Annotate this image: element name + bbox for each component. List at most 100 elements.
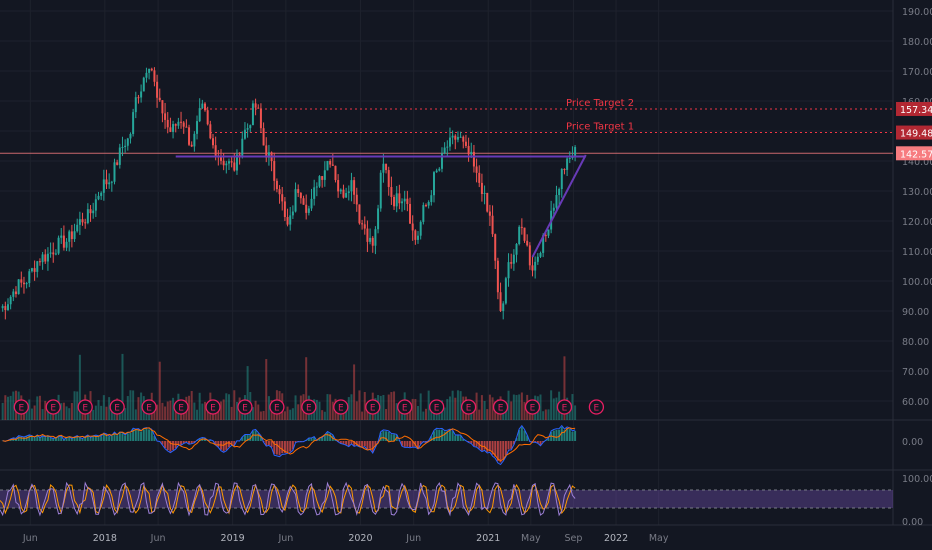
volume-bar xyxy=(65,406,68,420)
candle-body xyxy=(411,223,414,231)
candle-body xyxy=(110,181,113,183)
candle-body xyxy=(188,127,191,145)
candle-body xyxy=(297,189,300,193)
earnings-marker-label: E xyxy=(18,404,24,414)
macd-histogram-bar xyxy=(369,441,372,449)
candle-body xyxy=(574,147,577,156)
volume-bar xyxy=(235,401,238,420)
volume-bar xyxy=(518,394,521,420)
candle-body xyxy=(145,72,148,78)
volume-bar xyxy=(289,409,292,420)
candle-body xyxy=(254,103,257,108)
candle-body xyxy=(243,129,246,139)
macd-histogram-bar xyxy=(534,441,537,443)
candle-body xyxy=(539,252,542,257)
volume-bar xyxy=(547,409,550,420)
candle-body xyxy=(321,176,324,180)
macd-histogram-bar xyxy=(132,429,135,441)
candle-body xyxy=(73,231,76,240)
macd-histogram-bar xyxy=(435,429,438,441)
macd-histogram-bar xyxy=(470,441,473,444)
macd-histogram-bar xyxy=(318,438,321,441)
candle-body xyxy=(17,279,20,295)
time-tick-label: Jun xyxy=(405,533,421,544)
stochastic-pane xyxy=(0,481,893,517)
macd-histogram-bar xyxy=(283,441,286,453)
earnings-marker-label: E xyxy=(594,404,600,414)
volume-bar xyxy=(446,399,449,420)
time-tick-label: 2020 xyxy=(348,533,372,544)
macd-histogram-bar xyxy=(225,441,228,450)
candle-body xyxy=(518,226,521,244)
volume-bar xyxy=(486,409,489,420)
macd-histogram-bar xyxy=(89,437,92,441)
macd-histogram-bar xyxy=(526,435,529,441)
candle-body xyxy=(9,296,12,305)
macd-histogram-bar xyxy=(499,441,502,463)
candle-body xyxy=(454,135,457,140)
candle-body xyxy=(54,253,57,255)
candle-body xyxy=(49,252,52,254)
volume-bar xyxy=(222,399,225,420)
volume-bar xyxy=(78,354,81,420)
volume-bar xyxy=(118,411,121,420)
earnings-marker-icon xyxy=(524,399,541,415)
volume-bar xyxy=(172,397,175,420)
candle-body xyxy=(331,164,334,166)
volume-bar xyxy=(206,407,209,420)
candle-body xyxy=(512,254,515,264)
macd-histogram-bar xyxy=(467,441,470,443)
volume-bar xyxy=(38,395,41,420)
candle-body xyxy=(108,182,111,185)
macd-histogram-bar xyxy=(334,439,337,441)
volume-bar xyxy=(539,394,542,420)
macd-histogram-bar xyxy=(140,431,143,441)
volume-bar xyxy=(286,406,289,420)
volume-bar xyxy=(353,364,356,420)
stochastic-d-line xyxy=(0,483,576,515)
candle-body xyxy=(286,217,289,225)
macd-histogram-bar xyxy=(518,430,521,441)
macd-histogram-bar xyxy=(86,435,89,441)
earnings-marker-label: E xyxy=(114,404,120,414)
candle-body xyxy=(70,231,73,240)
candle-body xyxy=(371,237,374,246)
time-axis[interactable]: Jun 2018 Jun 2019 Jun 2020 Jun 2021 May Sep 2022 Ma… xyxy=(22,533,669,544)
volume-bar xyxy=(456,390,459,420)
candle-body xyxy=(116,162,119,165)
macd-tick-label: 0.00 xyxy=(902,437,923,448)
candle-body xyxy=(142,77,145,92)
volume-bar xyxy=(550,390,553,420)
candle-body xyxy=(273,161,276,181)
volume-bar xyxy=(345,407,348,420)
candle-body xyxy=(62,235,65,248)
candle-body xyxy=(323,170,326,180)
candle-body xyxy=(480,182,483,194)
earnings-marker-label: E xyxy=(530,404,536,414)
volume-bar xyxy=(227,394,230,420)
volume-bar xyxy=(100,405,103,420)
candle-body xyxy=(446,146,449,148)
earnings-marker-icon xyxy=(365,399,381,415)
earnings-marker-icon xyxy=(173,399,189,415)
volume-bar xyxy=(361,411,364,420)
candle-body xyxy=(486,192,489,212)
price-axis[interactable]: 190.00180.00170.00160.00150.00140.00130.… xyxy=(902,7,932,528)
macd-histogram-bar xyxy=(560,427,563,441)
macd-histogram-bar xyxy=(52,438,55,441)
macd-histogram-bar xyxy=(54,437,57,441)
volume-bar xyxy=(515,395,518,420)
candle-body xyxy=(6,304,9,311)
volume-bar xyxy=(491,397,494,420)
macd-histogram-bar xyxy=(116,435,119,441)
macd-histogram-bar xyxy=(294,441,297,443)
candle-body xyxy=(102,179,105,193)
earnings-marker-icon xyxy=(428,399,445,415)
candle-body xyxy=(230,161,233,163)
macd-histogram-bar xyxy=(78,437,81,441)
candle-body xyxy=(305,204,308,213)
candle-body xyxy=(283,201,286,218)
macd-histogram-bar xyxy=(494,441,497,457)
